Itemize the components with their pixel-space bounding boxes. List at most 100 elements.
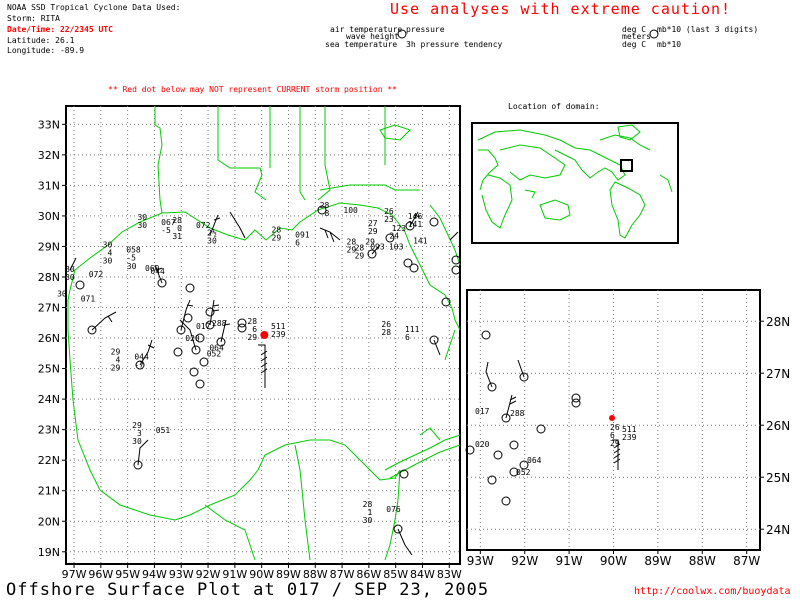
obs-right-value: 6: [405, 333, 410, 342]
obs-left-value: 28: [320, 201, 330, 210]
main-lat-label: 33N: [38, 118, 60, 131]
zoom-lat-label: 28N: [766, 315, 790, 329]
obs-left-value: 23: [384, 215, 394, 224]
longitude: Longitude: -89.9: [7, 46, 85, 55]
obs-left-value: 30: [207, 236, 217, 245]
main-lon-label: 90W: [249, 568, 274, 581]
main-lat-label: 30N: [38, 210, 60, 223]
obs-right-value: 058: [126, 246, 141, 255]
zoom-lon-labels: 93W 92W 91W 90W 89W 88W 87W: [467, 554, 761, 568]
obs-left-value: 28: [247, 317, 257, 326]
zoom-lat-label: 24N: [766, 523, 790, 537]
main-lat-label: 20N: [38, 515, 60, 528]
legend-deg-c-1: deg C: [622, 25, 647, 34]
obs-left-value: 24: [389, 231, 399, 240]
svg-text:052: 052: [516, 468, 531, 477]
obs-right-value: 093: [370, 243, 385, 252]
obs-right-value: 071: [81, 294, 96, 303]
obs-left-value: 28: [363, 500, 373, 509]
obs-right-value: -7: [134, 360, 144, 369]
obs-left-value: 30: [65, 273, 75, 282]
obs-left-value: 0: [177, 224, 182, 233]
legend-station-circle-icon-2: [649, 29, 659, 39]
legend-wave-height: wave height: [346, 32, 399, 41]
svg-text:017: 017: [475, 407, 490, 416]
obs-left-value: 29: [247, 333, 257, 342]
zoom-lat-label: 25N: [766, 471, 790, 485]
zoom-lon-label: 90W: [600, 554, 627, 568]
obs-right-value: 060: [145, 264, 160, 273]
main-lon-label: 87W: [330, 568, 355, 581]
obs-left-value: 28: [172, 216, 182, 225]
world-inset-map: [471, 122, 679, 244]
obs-left-value: 30: [363, 516, 373, 525]
obs-left-value: 30: [103, 241, 113, 250]
main-lon-label: 84W: [410, 568, 435, 581]
obs-left-value: 29: [111, 347, 121, 356]
obs-left-value: 29: [368, 227, 378, 236]
zoom-lon-label: 87W: [733, 554, 760, 568]
zoom-lat-label: 26N: [766, 419, 790, 433]
legend-air-temperature: air temperature: [330, 25, 403, 34]
caution-banner: Use analyses with extreme caution!: [390, 0, 732, 18]
obs-right-value: 239: [271, 330, 286, 339]
obs-right-value: 017: [196, 322, 211, 331]
obs-right-value: 141: [408, 220, 423, 229]
main-lon-label: 91W: [222, 568, 247, 581]
legend-deg-c-2: deg C: [622, 40, 647, 49]
svg-text:29: 29: [610, 439, 620, 448]
svg-text:020: 020: [475, 440, 490, 449]
main-lat-label: 22N: [38, 454, 60, 467]
obs-right-value: 091: [295, 230, 310, 239]
main-stations: [69, 205, 491, 556]
obs-left-value: 4: [107, 249, 112, 258]
inset-title: Location of domain:: [508, 102, 600, 111]
svg-text:288: 288: [510, 409, 525, 418]
main-lat-label: 32N: [38, 149, 60, 162]
obs-right-value: 141: [413, 236, 428, 245]
legend-pressure: pressure: [406, 25, 445, 34]
zoom-lon-label: 92W: [511, 554, 538, 568]
main-lon-label: 92W: [196, 568, 221, 581]
obs-right-value: 123: [392, 224, 407, 233]
legend-sea-temperature: sea temperature: [325, 40, 398, 49]
footer-url[interactable]: http://coolwx.com/buoydata: [634, 586, 791, 597]
obs-left-value: 29: [272, 233, 282, 242]
obs-right-value: 072: [89, 270, 104, 279]
obs-right-value: 044: [134, 352, 149, 361]
svg-text:064: 064: [527, 456, 542, 465]
main-lat-label: 29N: [38, 240, 60, 253]
obs-right-value: 111: [405, 325, 420, 334]
obs-right-value: 6: [295, 238, 300, 247]
main-coastline: [67, 106, 461, 561]
main-lat-label: 28N: [38, 271, 60, 284]
svg-text:6: 6: [610, 431, 615, 440]
obs-left-value: 2½: [207, 227, 217, 237]
obs-right-value: 146: [408, 212, 423, 221]
obs-right-value: 067: [161, 218, 176, 227]
legend-mb10: mb*10: [657, 40, 682, 49]
obs-right-value: 064: [209, 343, 224, 352]
obs-left-value: 27: [368, 219, 378, 228]
obs-left-value: 8: [325, 209, 330, 218]
zoom-grid: [467, 290, 764, 554]
obs-left-value: 28: [347, 238, 357, 247]
main-lon-label: 96W: [88, 568, 113, 581]
main-lat-label: 25N: [38, 363, 60, 376]
main-lat-label: 21N: [38, 485, 60, 498]
legend-mb-last3: mb*10 (last 3 digits): [657, 25, 759, 34]
main-lon-label: 86W: [356, 568, 381, 581]
storm-name: Storm: RITA: [7, 14, 60, 23]
main-lat-label: 19N: [38, 546, 60, 559]
obs-left-value: 30: [132, 437, 142, 446]
footer-title: Offshore Surface Plot at 017 / SEP 23, 2…: [6, 580, 490, 600]
domain-locator-box: [620, 159, 633, 172]
main-lon-label: 93W: [169, 568, 194, 581]
obs-left-value: 26: [381, 320, 391, 329]
svg-text:239: 239: [622, 433, 637, 442]
obs-left-value: 30: [65, 265, 75, 274]
zoom-lon-label: 93W: [467, 554, 494, 568]
obs-left-value: 28: [381, 328, 391, 337]
obs-right-value: -5: [161, 226, 171, 235]
